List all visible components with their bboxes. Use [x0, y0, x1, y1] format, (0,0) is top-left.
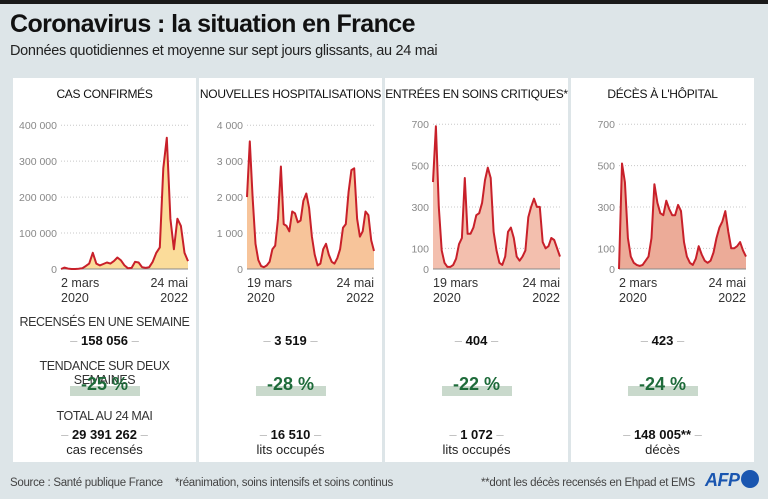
y-tick-label: 0 — [51, 264, 57, 276]
total-number: 16 510 — [270, 427, 311, 442]
total-unit: cas recensés — [66, 442, 143, 457]
y-tick-label: 300 — [411, 202, 429, 214]
total-number: 1 072 — [460, 427, 493, 442]
panel-title: CAS CONFIRMÉS — [56, 87, 153, 101]
total-value: – 29 391 262 – — [61, 427, 148, 442]
x-end-year: 2022 — [718, 291, 746, 305]
total-label: TOTAL AU 24 MAI — [56, 409, 153, 423]
panel-3: DÉCÈS À L'HÔPITAL 0 100 300 500 700 2 mars 202… — [571, 78, 754, 462]
footnote-critical-care: *réanimation, soins intensifs et soins c… — [175, 477, 393, 489]
y-tick-label: 200 000 — [19, 192, 57, 204]
daily-area — [619, 163, 746, 269]
y-tick-label: 700 — [411, 119, 429, 131]
page-title: Coronavirus : la situation en France — [10, 10, 415, 38]
trend-indicator: -22 % — [385, 374, 568, 396]
top-bar — [0, 0, 768, 4]
trend-highlight — [627, 386, 698, 396]
panel-title: ENTRÉES EN SOINS CRITIQUES* — [385, 87, 568, 101]
y-tick-label: 100 — [597, 243, 615, 255]
x-start-year: 2020 — [433, 291, 461, 305]
trend-value: -25 % — [80, 374, 129, 394]
y-tick-label: 300 000 — [19, 156, 57, 168]
panel-title: DÉCÈS À L'HÔPITAL — [607, 87, 718, 101]
y-tick-label: 300 — [597, 202, 615, 214]
y-tick-label: 3 000 — [217, 156, 243, 168]
trend-label: TENDANCE SUR DEUX SEMAINES — [39, 359, 170, 387]
y-tick-label: 2 000 — [217, 192, 243, 204]
y-tick-label: 1 000 — [217, 228, 243, 240]
y-tick-label: 0 — [609, 264, 615, 276]
x-start-year: 2020 — [619, 291, 647, 305]
y-tick-label: 0 — [237, 264, 243, 276]
x-start-year: 2020 — [61, 291, 89, 305]
y-tick-label: 4 000 — [217, 120, 243, 132]
page-subtitle: Données quotidiennes et moyenne sur sept… — [10, 43, 438, 59]
weekly-number: 3 519 — [274, 333, 307, 348]
daily-area — [247, 141, 374, 269]
weekly-value: – 158 056 – — [70, 333, 139, 348]
total-value: – 1 072 – — [449, 427, 504, 442]
total-unit: décès — [645, 442, 680, 457]
trend-indicator: -28 % — [199, 374, 382, 396]
x-start-date: 19 mars — [247, 276, 292, 290]
panel-1: NOUVELLES HOSPITALISATIONS 0 1 000 2 000 3 … — [199, 78, 382, 462]
x-start-date: 2 mars — [619, 276, 657, 290]
source-note: Source : Santé publique France — [10, 477, 163, 489]
total-unit: lits occupés — [256, 442, 325, 457]
weekly-number: 158 056 — [81, 333, 128, 348]
x-start-year: 2020 — [247, 291, 275, 305]
weekly-number: 423 — [651, 333, 674, 348]
y-tick-label: 400 000 — [19, 120, 57, 132]
weekly-value: – 423 – — [640, 333, 685, 348]
moving-average-line — [246, 140, 375, 269]
x-end-year: 2022 — [532, 291, 560, 305]
total-number: 148 005** — [633, 427, 692, 442]
panel-title: NOUVELLES HOSPITALISATIONS — [199, 87, 382, 101]
trend-indicator: -25 % — [13, 374, 196, 396]
x-start-date: 19 mars — [433, 276, 478, 290]
moving-average-line — [60, 136, 189, 270]
afp-logo-dot — [741, 470, 759, 488]
x-end-year: 2022 — [346, 291, 374, 305]
trend-value: -28 % — [266, 374, 315, 394]
footnote-deaths: **dont les décès recensés en Ehpad et EM… — [481, 477, 696, 489]
x-start-date: 2 mars — [61, 276, 99, 290]
afp-logo: AFP — [705, 470, 740, 490]
total-unit: lits occupés — [442, 442, 511, 457]
total-value: – 148 005** – — [623, 427, 702, 442]
y-tick-label: 500 — [411, 161, 429, 173]
trend-highlight — [255, 386, 326, 396]
y-tick-label: 100 000 — [19, 228, 57, 240]
panel-2: ENTRÉES EN SOINS CRITIQUES* 0 100 300 500 70… — [385, 78, 568, 462]
x-end-year: 2022 — [160, 291, 188, 305]
weekly-value: – 3 519 – — [263, 333, 318, 348]
x-end-date: 24 mai — [150, 276, 188, 290]
moving-average-line — [432, 125, 561, 268]
y-tick-label: 100 — [411, 243, 429, 255]
total-number: 29 391 262 — [71, 427, 138, 442]
total-value: – 16 510 – — [259, 427, 322, 442]
trend-indicator: -24 % — [571, 374, 754, 396]
trend-highlight — [441, 386, 512, 396]
y-tick-label: 500 — [597, 161, 615, 173]
trend-highlight — [69, 386, 140, 396]
panel-0: CAS CONFIRMÉS 0 100 000 200 000 300 000 400 … — [13, 78, 196, 462]
x-end-date: 24 mai — [336, 276, 374, 290]
weekly-number: 404 — [465, 333, 488, 348]
trend-value: -22 % — [452, 374, 501, 394]
moving-average-line — [618, 162, 747, 270]
weekly-value: – 404 – — [454, 333, 499, 348]
x-end-date: 24 mai — [708, 276, 746, 290]
daily-area — [433, 126, 560, 269]
x-end-date: 24 mai — [522, 276, 560, 290]
y-tick-label: 0 — [423, 264, 429, 276]
trend-value: -24 % — [638, 374, 687, 394]
y-tick-label: 700 — [597, 119, 615, 131]
weekly-label: RECENSÉS EN UNE SEMAINE — [19, 315, 190, 329]
